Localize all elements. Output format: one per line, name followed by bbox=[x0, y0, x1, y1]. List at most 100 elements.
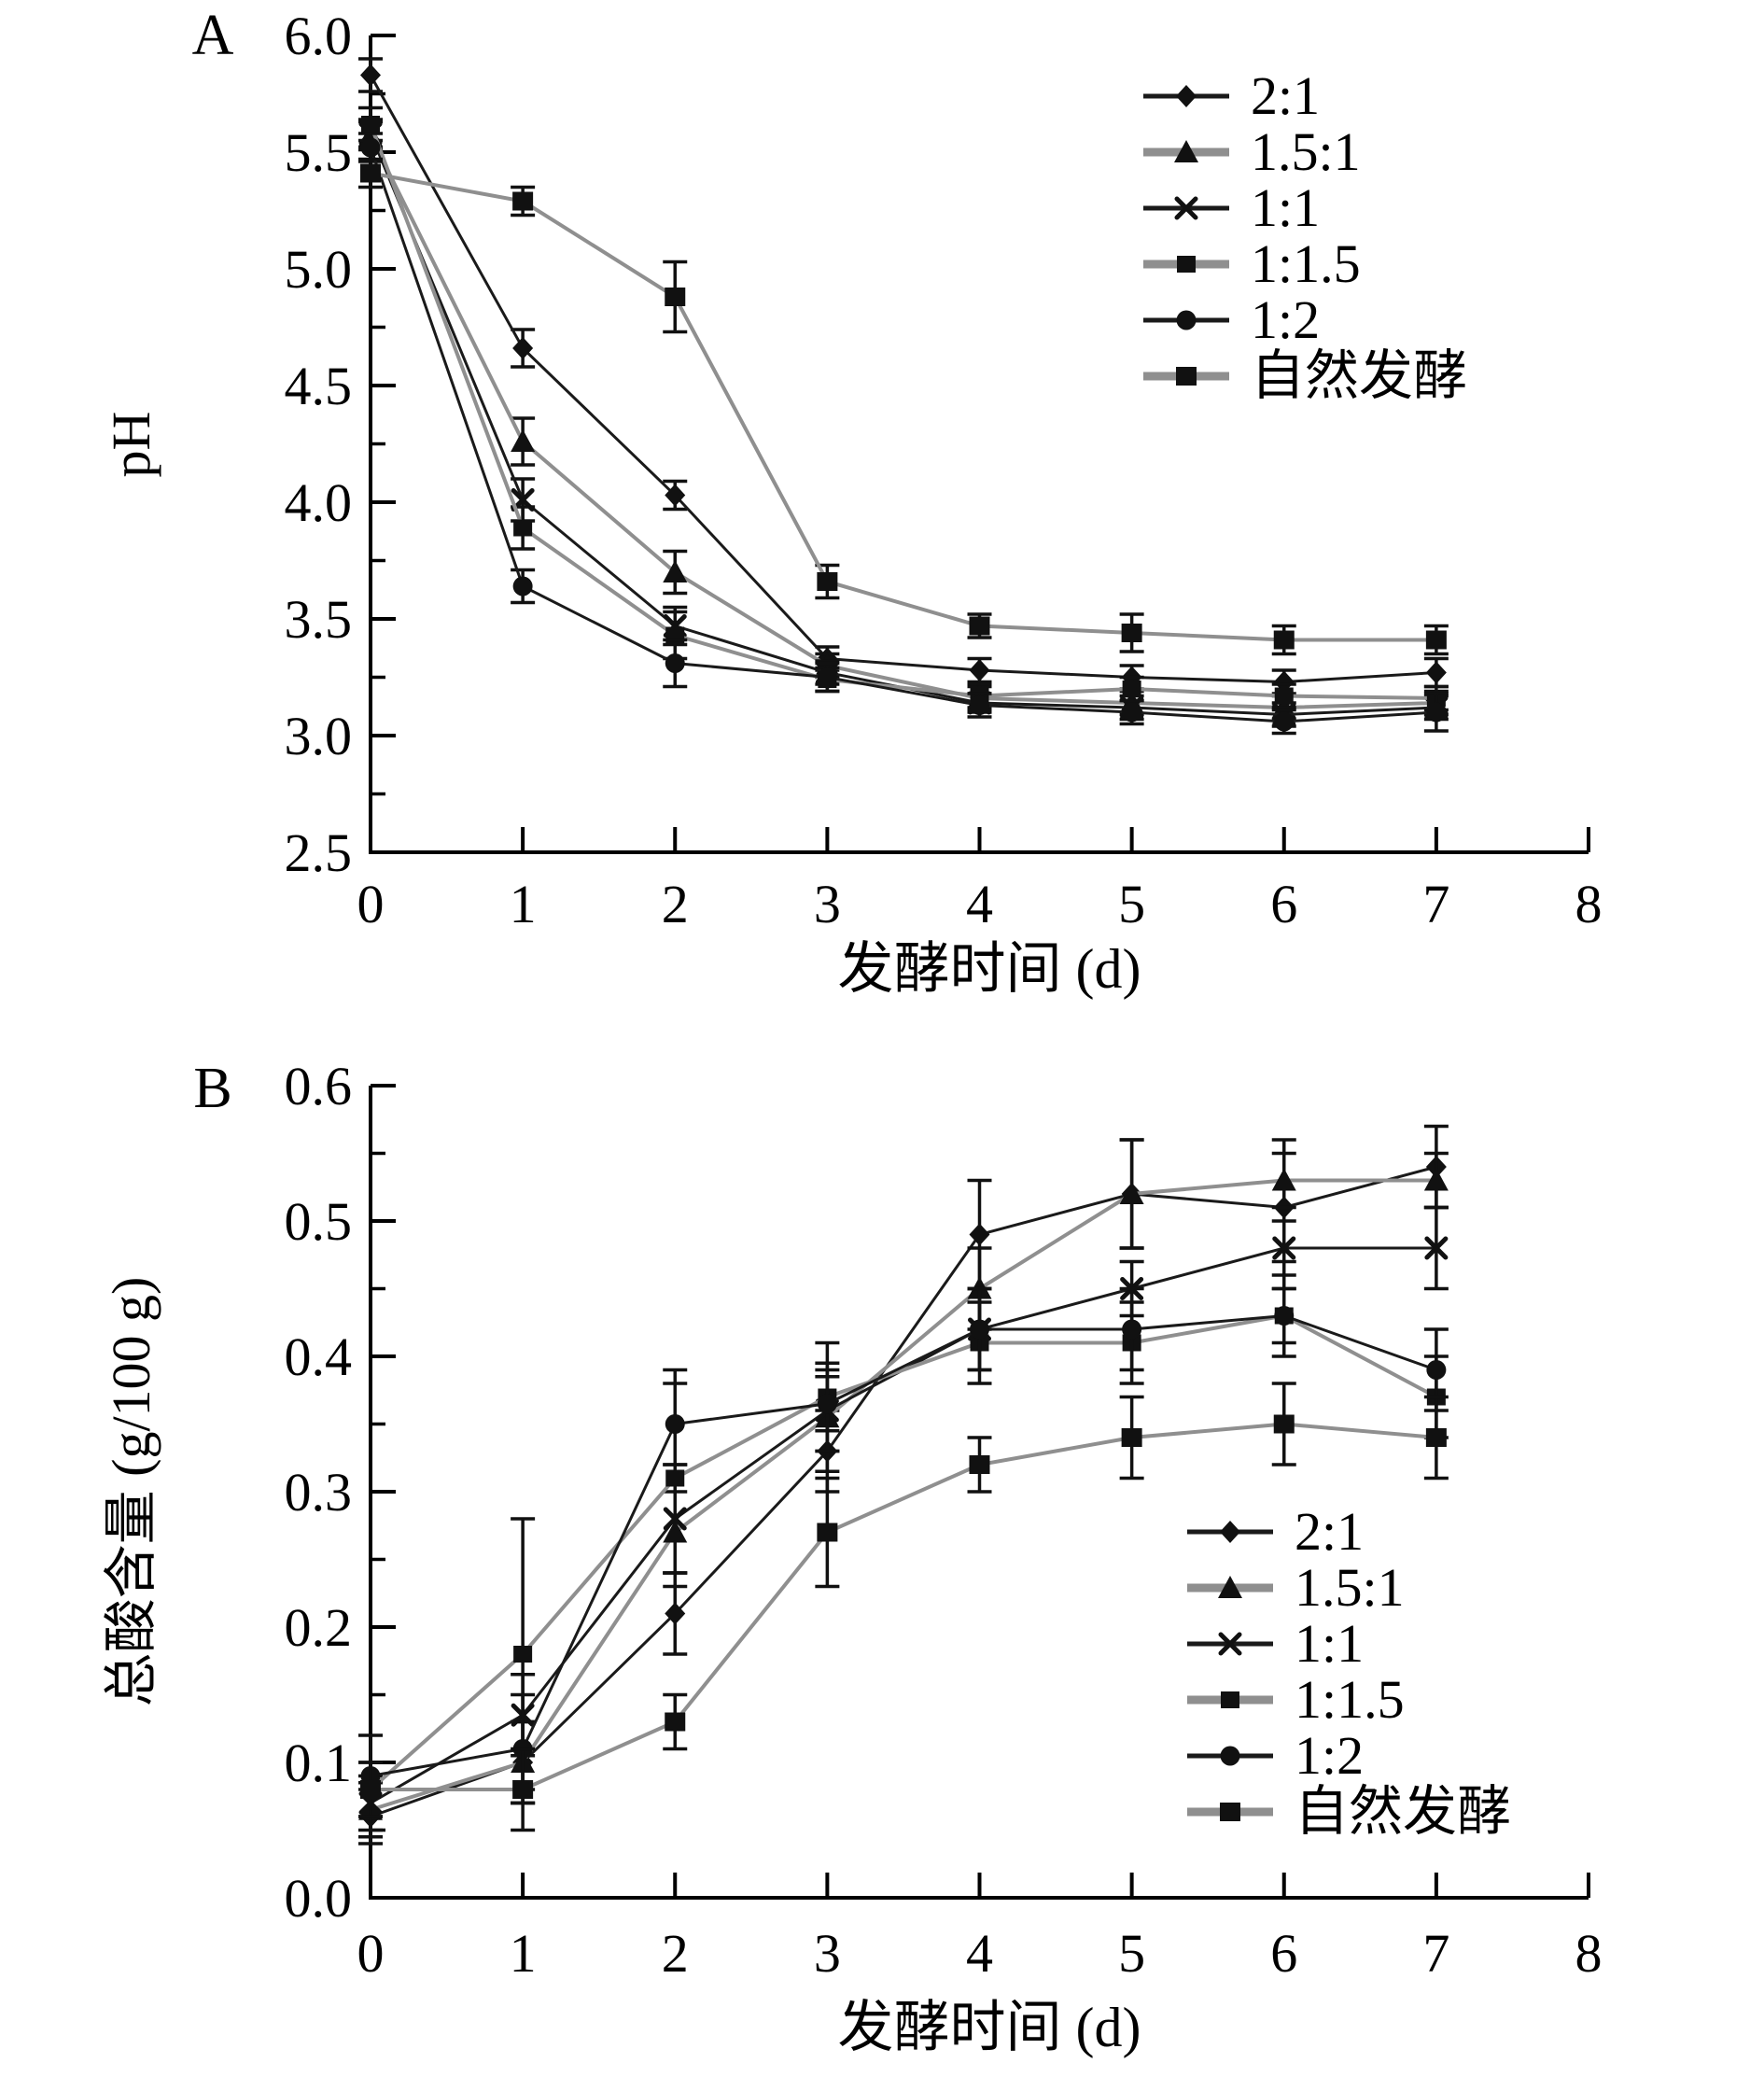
data-point-marker-square bbox=[360, 1780, 381, 1799]
data-point-marker-square bbox=[817, 1523, 838, 1542]
data-point-marker-square bbox=[665, 288, 686, 306]
panel-letter: B bbox=[193, 1057, 231, 1120]
data-point-marker-diamond bbox=[969, 659, 990, 681]
x-tick-label: 3 bbox=[814, 874, 841, 934]
x-axis: 0 1 2 3 4 5 6 7 8 bbox=[357, 1873, 1603, 1984]
legend-item: 1:1.5 bbox=[1143, 233, 1361, 294]
series-line bbox=[369, 74, 1436, 684]
x-tick-label: 4 bbox=[966, 874, 993, 934]
series-自然发酵 bbox=[358, 157, 1449, 656]
legend-label: 自然发酵 bbox=[1251, 345, 1467, 406]
y-tick-label: 5.5 bbox=[285, 122, 353, 183]
x-tick-label: 5 bbox=[1118, 874, 1145, 934]
y-tick-label: 0.3 bbox=[285, 1462, 353, 1523]
data-point-marker-square-small bbox=[513, 1646, 533, 1663]
series-line bbox=[370, 171, 1436, 642]
x-tick-label: 6 bbox=[1270, 874, 1297, 934]
x-tick-label: 8 bbox=[1575, 874, 1603, 934]
legend-item: 2:1 bbox=[1187, 1501, 1364, 1562]
data-point-marker-triangle bbox=[1423, 1168, 1449, 1191]
data-point-marker-circle bbox=[817, 1394, 837, 1414]
data-point-marker-circle bbox=[1122, 702, 1142, 723]
legend-item: 1:2 bbox=[1143, 289, 1320, 350]
y-tick-label: 0.5 bbox=[285, 1191, 353, 1252]
data-point-marker-square bbox=[665, 1712, 686, 1732]
legend-label: 2:1 bbox=[1251, 65, 1320, 126]
data-point-marker-square bbox=[512, 1780, 534, 1799]
y-tick-label: 0.2 bbox=[285, 1597, 353, 1658]
y-tick-label: 0.0 bbox=[285, 1868, 353, 1929]
series-line bbox=[370, 1178, 1436, 1812]
data-point-marker-triangle bbox=[1119, 1182, 1144, 1204]
x-tick-label: 7 bbox=[1422, 874, 1449, 934]
data-point-marker-circle bbox=[1426, 1360, 1447, 1380]
data-point-marker-square bbox=[1121, 1428, 1142, 1447]
data-point-marker-circle bbox=[1426, 702, 1447, 723]
data-point-marker-square bbox=[1121, 624, 1142, 642]
series-line bbox=[370, 1313, 1437, 1777]
x-stroke bbox=[1218, 1632, 1242, 1656]
data-point-marker-square bbox=[969, 616, 990, 636]
y-axis: 2.5 3.0 3.5 4.0 4.5 5.0 5.5 6.0 bbox=[285, 6, 396, 883]
y-axis: 0.0 0.1 0.2 0.3 0.4 0.5 0.6 bbox=[285, 1056, 396, 1929]
data-point-marker-circle bbox=[1274, 1306, 1295, 1326]
x-axis-title: 发酵时间 (d) bbox=[838, 1997, 1141, 2058]
legend-label: 1:2 bbox=[1295, 1725, 1364, 1786]
data-point-marker-square-small bbox=[1221, 1691, 1239, 1708]
y-axis-title: 总酸含量 (g/100 g) bbox=[101, 1277, 161, 1707]
x-axis: 0 1 2 3 4 5 6 7 8 bbox=[357, 827, 1603, 934]
series-1:2 bbox=[358, 132, 1449, 736]
data-point-marker-circle bbox=[970, 695, 989, 715]
data-point-marker-triangle bbox=[1174, 140, 1198, 162]
x-tick-label: 4 bbox=[966, 1923, 993, 1984]
y-tick-label: 4.0 bbox=[285, 472, 353, 533]
data-point-marker-diamond bbox=[665, 1602, 686, 1625]
x-axis-title: 发酵时间 (d) bbox=[838, 938, 1141, 1000]
data-point-marker-triangle bbox=[1271, 1168, 1296, 1191]
data-point-marker-square-small bbox=[361, 116, 380, 133]
legend-item: 自然发酵 bbox=[1187, 1781, 1511, 1842]
panel-letter: A bbox=[192, 4, 234, 67]
data-point-marker-x bbox=[1174, 196, 1198, 220]
legend-label: 1:1.5 bbox=[1295, 1669, 1405, 1730]
x-stroke bbox=[1272, 1236, 1296, 1260]
legend-label: 2:1 bbox=[1295, 1501, 1364, 1562]
legend-label: 自然发酵 bbox=[1295, 1781, 1511, 1842]
x-tick-label: 2 bbox=[662, 1923, 689, 1984]
data-point-marker-square bbox=[1220, 1803, 1240, 1821]
data-point-marker-square bbox=[1273, 1414, 1295, 1434]
legend-item: 1:2 bbox=[1187, 1725, 1364, 1786]
y-tick-label: 0.4 bbox=[285, 1326, 353, 1387]
legend-item: 1:1.5 bbox=[1187, 1669, 1405, 1730]
data-point-marker-circle bbox=[360, 137, 381, 158]
data-point-marker-x bbox=[1218, 1632, 1242, 1656]
data-point-marker-square-small bbox=[513, 519, 533, 537]
series-line bbox=[371, 1422, 1437, 1791]
data-point-marker-square bbox=[1176, 367, 1197, 386]
legend-item: 1:1 bbox=[1187, 1613, 1364, 1674]
data-point-marker-square-small bbox=[1274, 687, 1294, 705]
x-tick-label: 1 bbox=[510, 1923, 537, 1984]
data-point-marker-circle bbox=[1220, 1746, 1240, 1766]
series-line bbox=[369, 147, 1436, 723]
x-tick-label: 0 bbox=[357, 874, 385, 934]
data-point-marker-circle bbox=[1122, 1319, 1142, 1340]
y-tick-label: 6.0 bbox=[285, 6, 353, 66]
legend-label: 1:1 bbox=[1295, 1613, 1364, 1674]
x-tick-label: 7 bbox=[1422, 1923, 1449, 1984]
y-tick-label: 0.1 bbox=[285, 1733, 353, 1793]
data-point-marker-x bbox=[1272, 1236, 1296, 1260]
legend-label: 1:1 bbox=[1251, 177, 1320, 238]
data-point-marker-x bbox=[1424, 1236, 1449, 1260]
data-point-marker-diamond bbox=[360, 63, 381, 87]
data-point-marker-circle bbox=[512, 576, 533, 596]
x-tick-label: 3 bbox=[814, 1923, 841, 1984]
x-tick-label: 6 bbox=[1270, 1923, 1297, 1984]
data-point-marker-circle bbox=[665, 653, 685, 673]
legend-item: 1.5:1 bbox=[1143, 121, 1361, 182]
legend-label: 1:2 bbox=[1251, 289, 1320, 350]
